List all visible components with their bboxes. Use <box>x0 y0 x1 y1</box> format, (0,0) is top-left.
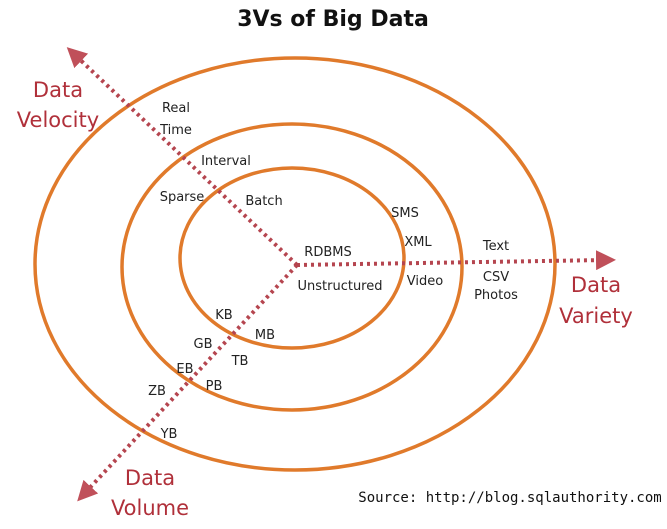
middle-ring <box>120 122 464 412</box>
outer-ring <box>33 56 557 472</box>
inner-ring <box>178 166 406 350</box>
volume-axis <box>77 263 299 502</box>
variety-label: Data <box>571 273 621 297</box>
variety-term: SMS <box>391 206 419 221</box>
velocity-label: Velocity <box>17 108 99 132</box>
volume-term: TB <box>231 354 249 369</box>
velocity-axis <box>66 47 299 267</box>
velocity-term: Real <box>162 101 190 116</box>
variety-term: Text <box>482 239 509 254</box>
variety-term: XML <box>404 235 432 250</box>
variety-term: RDBMS <box>304 245 351 260</box>
variety-axis <box>296 250 616 271</box>
velocity-term: Batch <box>245 194 282 209</box>
variety-label: Variety <box>559 304 633 328</box>
volume-label: Volume <box>111 496 189 520</box>
volume-term: GB <box>194 337 213 352</box>
variety-term: Video <box>407 274 443 289</box>
labels: Data Velocity Real Time Interval Sparse Batch D… <box>17 78 633 520</box>
variety-term: Photos <box>474 288 518 303</box>
volume-term: PB <box>206 379 223 394</box>
volume-term: KB <box>215 308 232 323</box>
volume-term: YB <box>160 427 178 442</box>
velocity-term: Interval <box>201 154 251 169</box>
velocity-term: Sparse <box>160 190 205 205</box>
volume-term: ZB <box>148 384 166 399</box>
volume-label: Data <box>125 466 175 490</box>
velocity-term: Time <box>159 123 192 138</box>
velocity-label: Data <box>33 78 83 102</box>
volume-term: MB <box>255 328 275 343</box>
title: 3Vs of Big Data <box>237 7 429 32</box>
volume-term: EB <box>176 362 193 377</box>
variety-term: Unstructured <box>297 279 382 294</box>
variety-term: CSV <box>483 270 509 285</box>
source: Source: http://blog.sqlauthority.com <box>358 490 661 506</box>
